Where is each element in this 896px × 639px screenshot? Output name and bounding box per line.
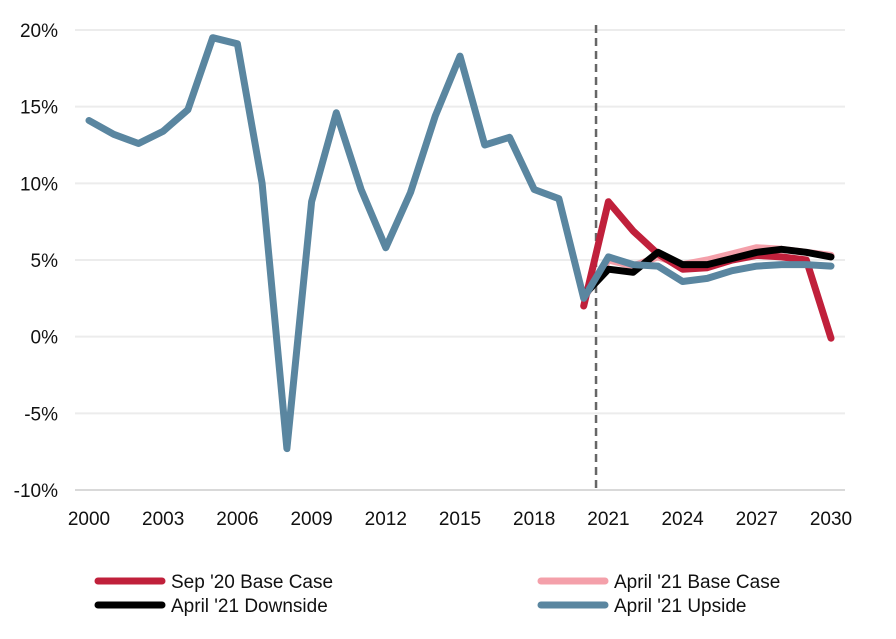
legend-label-april-21-downside: April '21 Downside xyxy=(171,596,328,617)
x-tick-label: 2021 xyxy=(587,509,629,530)
y-tick-label: -10% xyxy=(14,481,58,502)
gridlines xyxy=(75,29,845,415)
y-tick-label: -5% xyxy=(24,404,58,425)
x-tick-label: 2015 xyxy=(439,509,481,530)
x-tick-label: 2024 xyxy=(661,509,704,530)
y-tick-label: 20% xyxy=(20,21,58,42)
x-axis-tick-labels: 2000 2003 2006 2009 2012 2015 2018 2021 2024 2027… xyxy=(68,509,852,530)
x-tick-label: 2018 xyxy=(513,509,555,530)
legend: Sep '20 Base Case April '21 Base Case Apri… xyxy=(94,572,780,617)
x-tick-label: 2009 xyxy=(290,509,332,530)
series-lines xyxy=(85,34,835,453)
x-tick-label: 2003 xyxy=(142,509,184,530)
x-tick-label: 2006 xyxy=(216,509,258,530)
x-tick-label: 2030 xyxy=(810,509,852,530)
y-tick-label: 10% xyxy=(20,174,58,195)
x-tick-label: 2027 xyxy=(736,509,778,530)
legend-label-april-21-base-case: April '21 Base Case xyxy=(614,572,780,593)
legend-label-sep-20-base-case: Sep '20 Base Case xyxy=(171,572,333,593)
x-tick-label: 2012 xyxy=(365,509,407,530)
y-axis-tick-labels: 20% 15% 10% 5% 0% -5% -10% xyxy=(14,21,58,502)
y-tick-label: 15% xyxy=(20,98,58,119)
series-line-april-21-downside xyxy=(580,245,835,299)
y-tick-label: 5% xyxy=(31,251,59,272)
legend-label-april-21-upside: April '21 Upside xyxy=(614,596,746,617)
series-line-april-21-upside xyxy=(85,34,835,453)
y-tick-label: 0% xyxy=(31,328,59,349)
x-tick-label: 2000 xyxy=(68,509,110,530)
